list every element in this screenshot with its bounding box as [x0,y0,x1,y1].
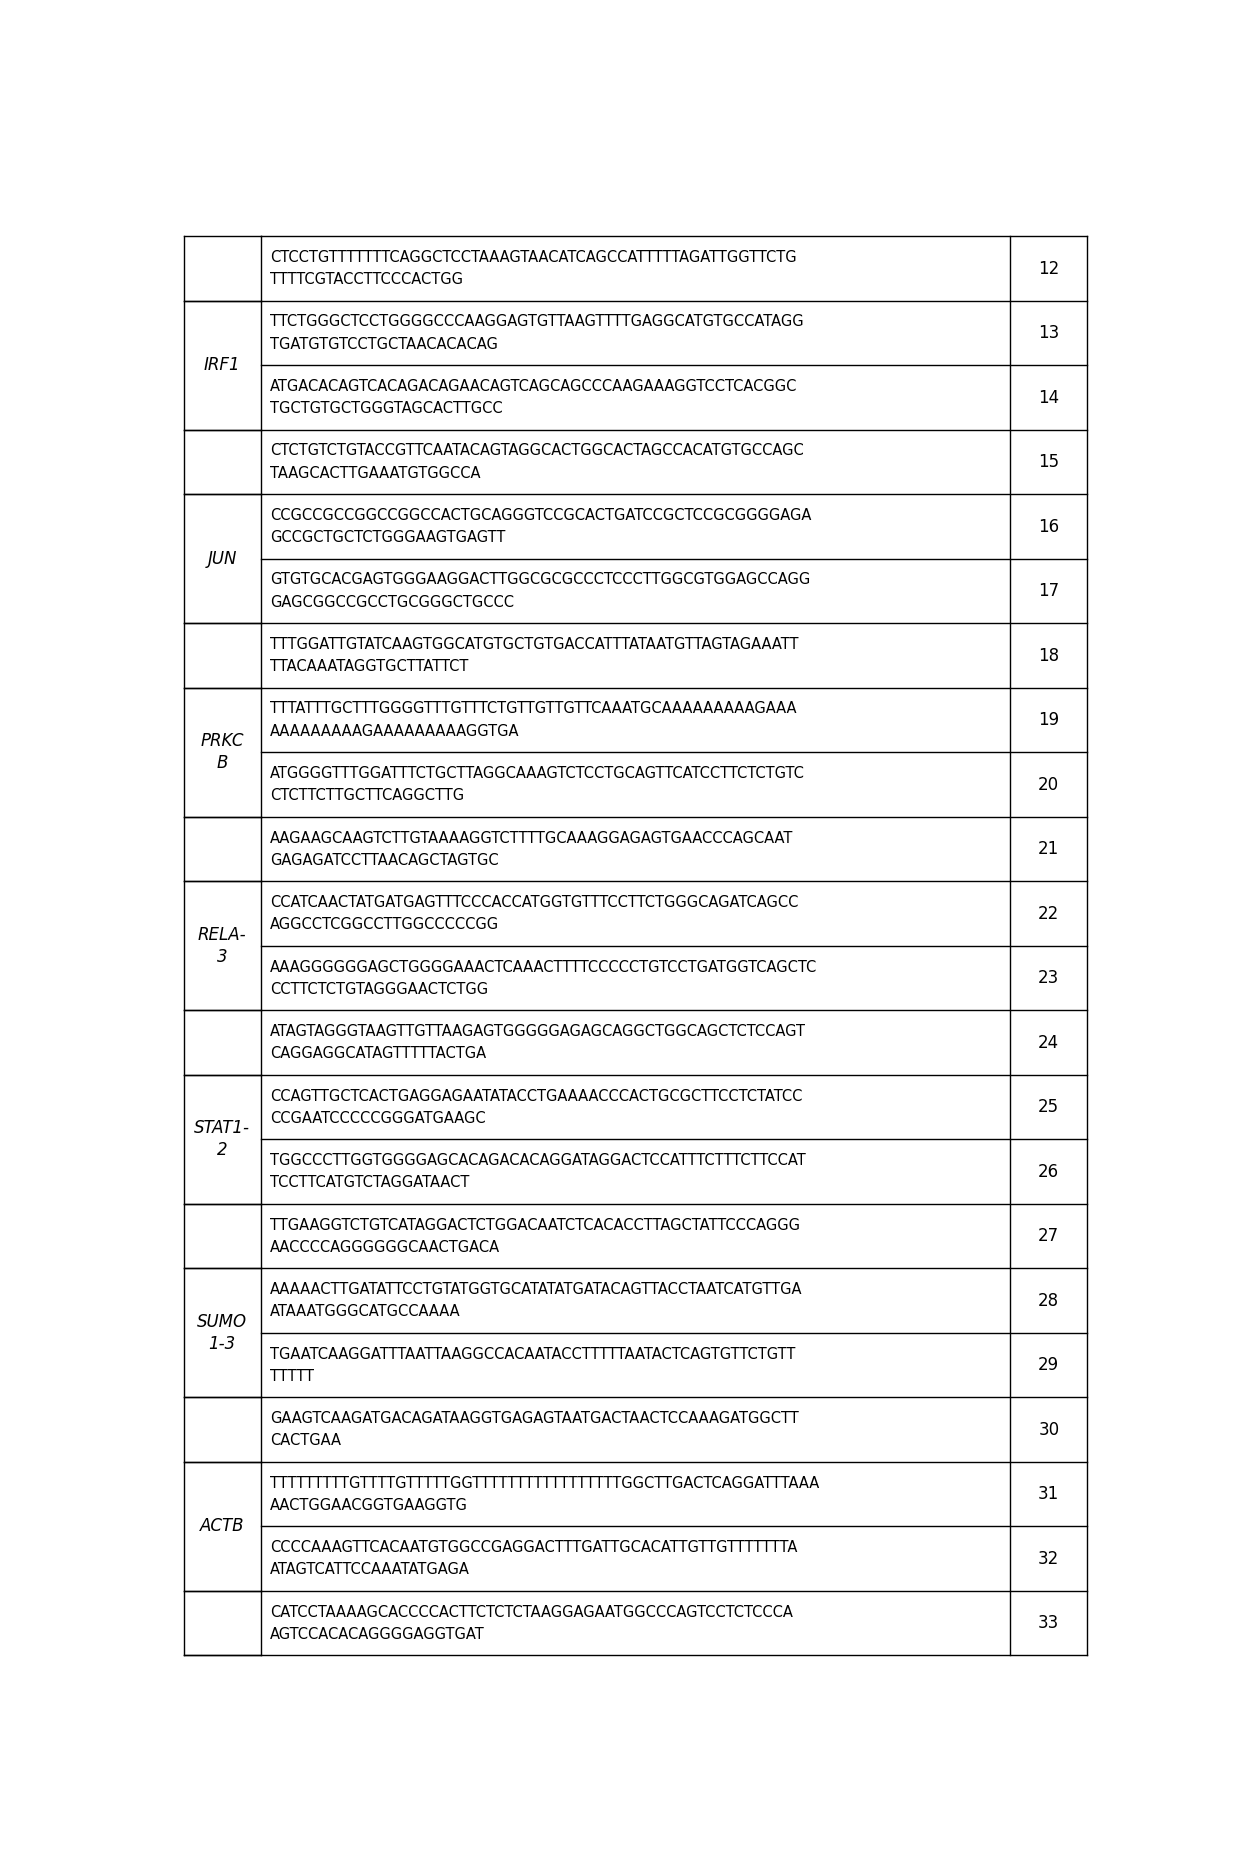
Text: 33: 33 [1038,1615,1059,1631]
Text: ATAGTAGGGTAAGTTGTTAAGAGTGGGGGAGAGCAGGCTGGCAGCTCTCCAGT
CAGGAGGCATAGTTTTTACTGA: ATAGTAGGGTAAGTTGTTAAGAGTGGGGGAGAGCAGGCTG… [270,1025,806,1062]
Text: TTGAAGGTCTGTCATAGGACTCTGGACAATCTCACACCTTAGCTATTCCCAGGG
AACCCCAGGGGGGCAACTGACA: TTGAAGGTCTGTCATAGGACTCTGGACAATCTCACACCTT… [270,1217,800,1255]
Text: 12: 12 [1038,260,1059,277]
Text: TTCTGGGCTCCTGGGGCCCAAGGAGTGTTAAGTTTTGAGGCATGTGCCATAGG
TGATGTGTCCTGCTAACACАCAG: TTCTGGGCTCCTGGGGCCCAAGGAGTGTTAAGTTTTGAGG… [270,315,804,352]
Text: 31: 31 [1038,1485,1059,1504]
Text: TGGCCCTTGGTGGGGAGCACAGACACAGGATAGGACTCCATTTCTTTCTTCCAT
TCCTTCATGTCTAGGATAACT: TGGCCCTTGGTGGGGAGCACAGACACAGGATAGGACTCCA… [270,1154,806,1189]
Text: 29: 29 [1038,1356,1059,1375]
Text: SUMO
1-3: SUMO 1-3 [197,1313,247,1352]
Text: AAAAACTTGATATTCCTGTATGGTGCATATATGATACAGTTACCTAATCATGTTGA
ATAAATGGGCATGCCAAAA: AAAAACTTGATATTCCTGTATGGTGCATATATGATACAGT… [270,1281,802,1319]
Text: CCCCAAAGTTCACAATGTGGCCGAGGACTTTGATTGCACATTGTTGTTTTTTTA
ATAGTCATTCCAAATATGAGA: CCCCAAAGTTCACAATGTGGCCGAGGACTTTGATTGCACA… [270,1540,797,1577]
Text: CTCTGTCTGTACCGTTCAATACAGTAGGCACTGGCACTAGCCACATGTGCCAGC
TAAGCACTTGAAATGTGGCCA: CTCTGTCTGTACCGTTCAATACAGTAGGCACTGGCACTAG… [270,444,804,481]
Text: TGAATCAAGGATTTAATTAAGGCCACAATACCTTTTTAATACTCAGTGTTCTGTT
TTTTT: TGAATCAAGGATTTAATTAAGGCCACAATACCTTTTTAAT… [270,1347,796,1384]
Text: CCGCCGCCGGCCGGCCACTGCAGGGTCCGCACTGATCCGCTCCGCGGGGAGA
GCCGCTGCTCTGGGAAGTGAGTT: CCGCCGCCGGCCGGCCACTGCAGGGTCCGCACTGATCCGC… [270,508,812,545]
Text: 16: 16 [1038,517,1059,536]
Text: PRKC
B: PRKC B [201,732,244,772]
Text: CATCCTAAAAGCACCCCACTTCTCTCTAAGGAGAATGGCCCAGTCCTCTCCCA
AGTCCACACAGGGGAGGTGAT: CATCCTAAAAGCACCCCACTTCTCTCTAAGGAGAATGGCC… [270,1605,794,1643]
Text: 20: 20 [1038,775,1059,794]
Text: 23: 23 [1038,968,1059,987]
Text: 27: 27 [1038,1227,1059,1246]
Text: AAGAAGCAAGTCTTGTAAAAGGTCTTTTGCAAAGGAGAGTGAACCCAGCAAT
GAGAGATCCTTAACAGCTAGTGC: AAGAAGCAAGTCTTGTAAAAGGTCTTTTGCAAAGGAGAGT… [270,830,794,867]
Text: 15: 15 [1038,453,1059,472]
Text: 19: 19 [1038,712,1059,729]
Text: 14: 14 [1038,388,1059,406]
Text: 30: 30 [1038,1420,1059,1438]
Text: 17: 17 [1038,583,1059,599]
Text: 32: 32 [1038,1549,1059,1568]
Text: ATGGGGTTTGGATTTCTGCTTAGGCAAAGTCTCCTGCAGTTCATCCTTCTCTGTC
CTCTTCTTGCTTCAGGCTTG: ATGGGGTTTGGATTTCTGCTTAGGCAAAGTCTCCTGCAGT… [270,766,805,804]
Text: 25: 25 [1038,1098,1059,1116]
Text: CTCCTGTTTTTTTCAGGCTCCTAAAGTAACATCAGCCATTTTTAGATTGGTTCTG
TTTTCGTACCTTCCCACTGG: CTCCTGTTTTTTTCAGGCTCCTAAAGTAACATCAGCCATT… [270,249,797,287]
Text: RELA-
3: RELA- 3 [198,925,247,966]
Text: GTGTGCACGAGTGGGAAGGACTTGGCGCGCCCTCCCTTGGCGTGGAGCCAGG
GAGCGGCCGCCTGCGGGCTGCCC: GTGTGCACGAGTGGGAAGGACTTGGCGCGCCCTCCCTTGG… [270,573,811,611]
Text: ACTB: ACTB [200,1517,244,1536]
Text: GAAGTCAAGATGACAGATAAGGTGAGAGTAATGACTAACTCCAAAGATGGCTT
CACTGAA: GAAGTCAAGATGACAGATAAGGTGAGAGTAATGACTAACT… [270,1410,799,1448]
Text: 22: 22 [1038,905,1059,923]
Text: 18: 18 [1038,646,1059,665]
Text: AAAGGGGGGAGCTGGGGAAACTCAAACTTTTCCCCCTGTCCTGATGGTCAGCTC
CCTTCTCTGTAGGGAACTCTGG: AAAGGGGGGAGCTGGGGAAACTCAAACTTTTCCCCCTGTC… [270,959,817,996]
Text: TTTGGATTGTATCAAGTGGCATGTGCTGTGACCATTTATAATGTTAGTAGAAATT
TTACAAATAGGTGCTTATTCT: TTTGGATTGTATCAAGTGGCATGTGCTGTGACCATTTATA… [270,637,799,674]
Text: 28: 28 [1038,1292,1059,1309]
Text: ATGACACAGTCACAGACAGAACAGTCAGCAGCCCAAGAAAGGTCCTCACGGC
TGCTGTGCTGGGTAGCACTTGCC: ATGACACAGTCACAGACAGAACAGTCAGCAGCCCAAGAAA… [270,378,797,416]
Text: STAT1-
2: STAT1- 2 [195,1120,250,1159]
Text: TTTTTTTTTGTTTTGTTTTTGGTTTTTTTTTTTTTTTTTGGCTTGACTCAGGATTTAAA
AACTGGAACGGTGAAGGTG: TTTTTTTTTGTTTTGTTTTTGGTTTTTTTTTTTTTTTTTG… [270,1476,820,1513]
Text: CCAGTTGCTCACTGAGGAGAATATACCTGAAAACCCACTGCGCTTCCTCTATCC
CCGAATCCCCCGGGATGAAGC: CCAGTTGCTCACTGAGGAGAATATACCTGAAAACCCACTG… [270,1088,802,1126]
Text: 21: 21 [1038,841,1059,858]
Text: IRF1: IRF1 [203,356,241,375]
Text: 13: 13 [1038,324,1059,343]
Text: CCATCAACTATGATGAGTTTCCCACCATGGTGTTTCCTTCTGGGCAGATCAGCC
AGGCCTCGGCCTTGGCCCCCGG: CCATCAACTATGATGAGTTTCCCACCATGGTGTTTCCTTC… [270,895,799,933]
Text: TTTATTTGCTTTGGGGTTTGTTTCTGTTGTTGTTCAAATGCAAAAAAAAAGAAA
AAAAAAAAAGAAAAAAAAAGGTGA: TTTATTTGCTTTGGGGTTTGTTTCTGTTGTTGTTCAAATG… [270,702,797,738]
Text: 26: 26 [1038,1163,1059,1180]
Text: JUN: JUN [207,551,237,568]
Text: 24: 24 [1038,1034,1059,1051]
